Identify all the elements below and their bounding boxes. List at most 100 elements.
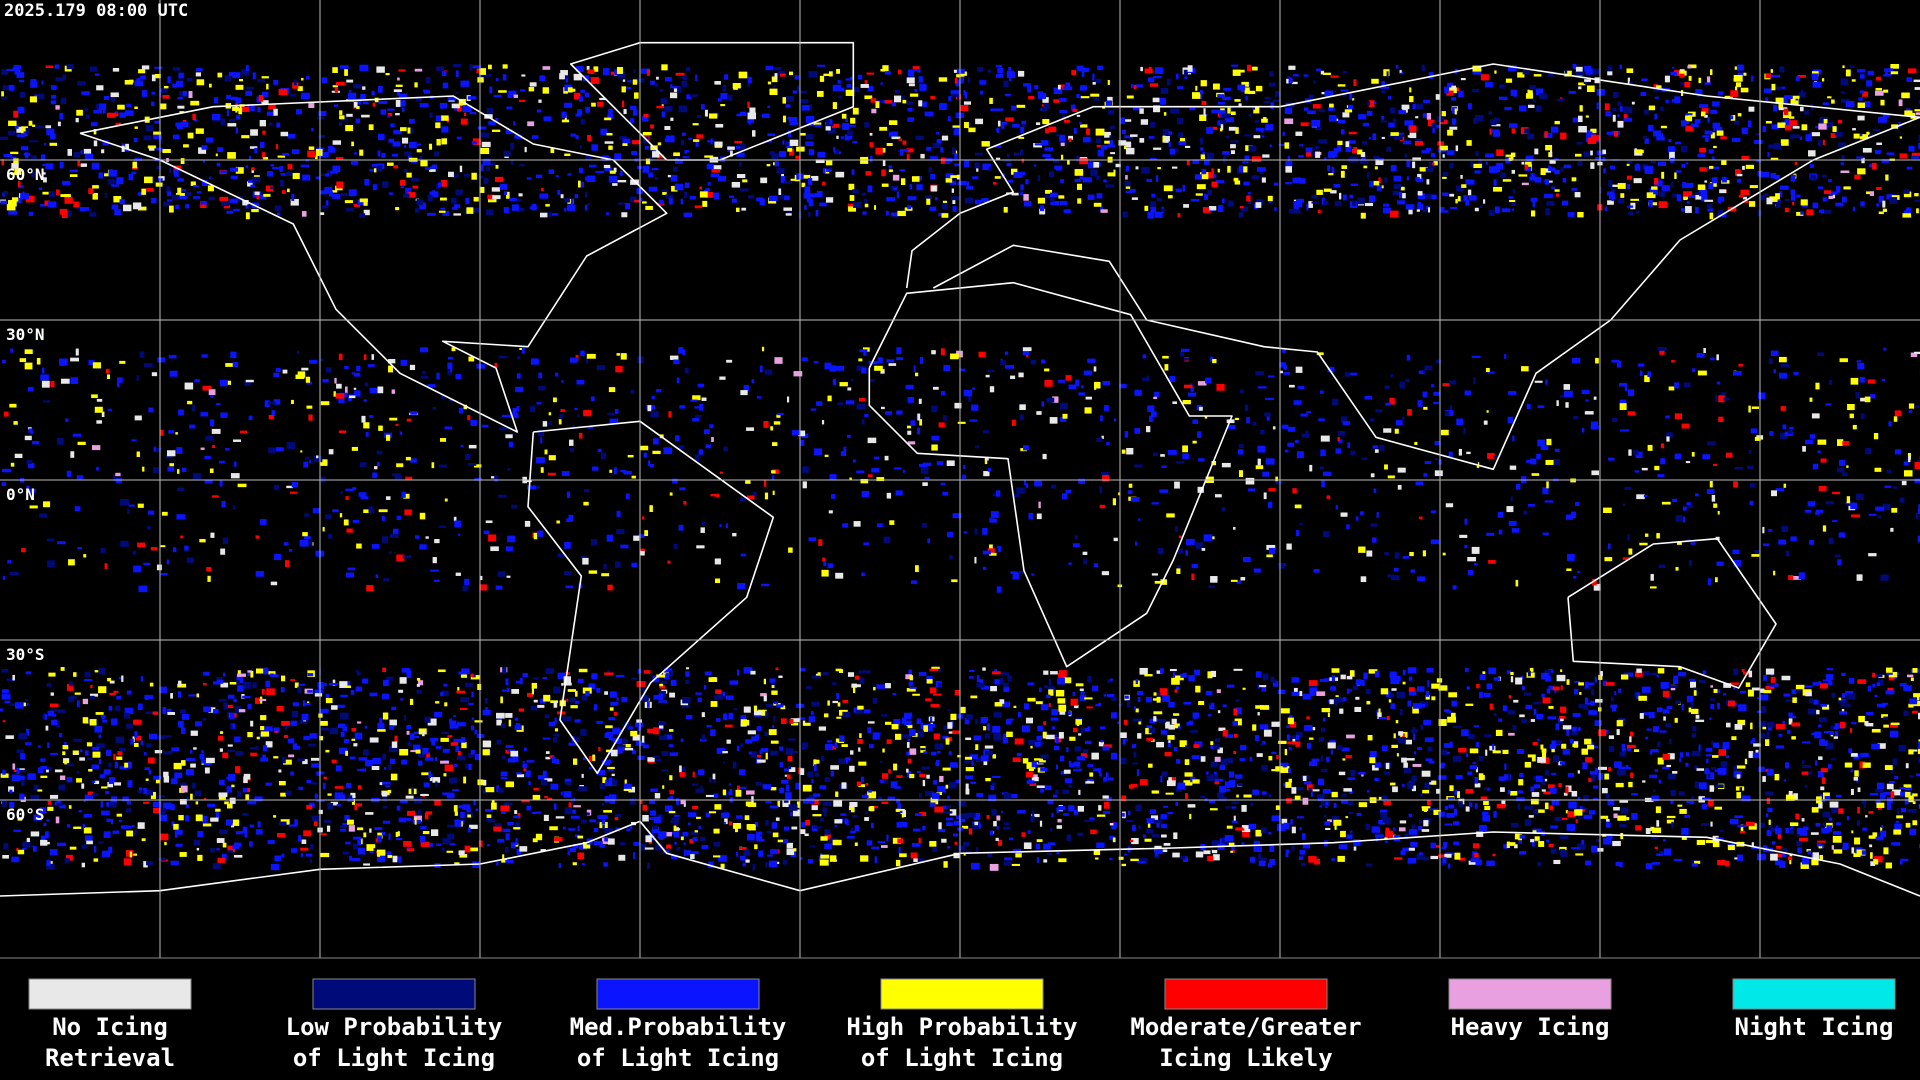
icing-cell xyxy=(521,799,530,803)
icing-cell xyxy=(1262,791,1267,795)
icing-cell xyxy=(907,70,915,77)
icing-cell xyxy=(456,136,462,140)
icing-cell xyxy=(1010,375,1016,379)
icing-cell xyxy=(1779,191,1783,198)
icing-cell xyxy=(1097,149,1104,157)
icing-cell xyxy=(1730,115,1734,120)
icing-cell xyxy=(1437,116,1445,123)
icing-cell xyxy=(735,207,740,212)
icing-cell xyxy=(878,796,883,802)
icing-cell xyxy=(8,210,18,215)
icing-cell xyxy=(508,441,513,448)
icing-cell xyxy=(1789,426,1794,430)
icing-cell xyxy=(1123,145,1127,150)
icing-cell xyxy=(1681,120,1687,127)
icing-cell xyxy=(723,446,728,452)
icing-cell xyxy=(1265,397,1274,401)
icing-cell xyxy=(1175,73,1179,80)
icing-cell xyxy=(363,509,371,514)
icing-cell xyxy=(1868,513,1877,516)
icing-cell xyxy=(761,583,770,587)
icing-cell xyxy=(1075,683,1084,687)
icing-cell xyxy=(236,675,244,683)
icing-cell xyxy=(1914,351,1920,355)
icing-cell xyxy=(1190,198,1200,202)
icing-cell xyxy=(3,153,12,158)
icing-cell xyxy=(557,190,561,195)
icing-cell xyxy=(1284,118,1294,125)
icing-cell xyxy=(181,467,187,473)
icing-cell xyxy=(344,200,353,204)
icing-cell xyxy=(664,126,671,130)
icing-cell xyxy=(46,841,50,845)
icing-cell xyxy=(365,812,374,815)
icing-cell xyxy=(759,365,763,373)
icing-cell xyxy=(833,800,843,807)
icing-cell xyxy=(695,692,702,695)
icing-cell xyxy=(1460,174,1463,179)
icing-cell xyxy=(1546,438,1552,446)
icing-cell xyxy=(93,110,102,114)
icing-cell xyxy=(62,180,71,186)
icing-cell xyxy=(338,398,345,404)
icing-cell xyxy=(593,66,599,72)
icing-cell xyxy=(438,464,448,468)
icing-cell xyxy=(699,404,704,411)
icing-cell xyxy=(1216,383,1225,391)
icing-cell xyxy=(1790,98,1799,105)
icing-cell xyxy=(1081,753,1087,758)
icing-cell xyxy=(1621,748,1626,752)
icing-cell xyxy=(1595,157,1602,160)
icing-cell xyxy=(1033,164,1037,167)
icing-cell xyxy=(1385,402,1391,406)
icing-cell xyxy=(1640,92,1647,96)
icing-cell xyxy=(869,132,873,136)
icing-cell xyxy=(422,89,428,92)
icing-cell xyxy=(976,675,980,683)
icing-cell xyxy=(171,194,180,201)
icing-cell xyxy=(1467,189,1472,196)
icing-cell xyxy=(1126,95,1134,99)
icing-cell xyxy=(1795,76,1800,81)
icing-cell xyxy=(560,194,564,199)
icing-cell xyxy=(46,128,55,135)
icing-cell xyxy=(620,353,627,360)
icing-cell xyxy=(1732,549,1740,555)
icing-cell xyxy=(1840,78,1849,86)
icing-cell xyxy=(1868,553,1877,557)
icing-cell xyxy=(988,166,992,172)
icing-cell xyxy=(1012,493,1020,498)
icing-cell xyxy=(50,100,57,105)
icing-cell xyxy=(399,179,406,186)
icing-cell xyxy=(864,122,870,128)
icing-cell xyxy=(24,362,33,370)
icing-cell xyxy=(34,94,40,97)
icing-cell xyxy=(907,425,912,429)
icing-cell xyxy=(796,717,806,720)
icing-cell xyxy=(1607,200,1614,205)
icing-cell xyxy=(954,689,960,696)
icing-cell xyxy=(1386,146,1391,153)
icing-cell xyxy=(747,101,750,108)
icing-cell xyxy=(132,161,138,169)
icing-cell xyxy=(179,709,187,714)
icing-cell xyxy=(1718,209,1724,215)
icing-cell xyxy=(289,491,298,494)
icing-cell xyxy=(1086,128,1090,135)
icing-cell xyxy=(1856,493,1864,501)
icing-cell xyxy=(1623,106,1633,114)
icing-cell xyxy=(1423,473,1427,477)
icing-cell xyxy=(1518,105,1527,112)
icing-cell xyxy=(1292,177,1302,184)
icing-cell xyxy=(387,108,395,111)
icing-cell xyxy=(871,846,880,850)
icing-cell xyxy=(864,80,868,87)
icing-cell xyxy=(919,83,927,91)
icing-cell xyxy=(58,358,68,366)
icing-cell xyxy=(557,553,566,558)
icing-cell xyxy=(1629,736,1632,743)
icing-cell xyxy=(1295,131,1303,136)
icing-cell xyxy=(1815,126,1819,129)
icing-cell xyxy=(670,174,678,182)
icing-cell xyxy=(1825,742,1834,750)
